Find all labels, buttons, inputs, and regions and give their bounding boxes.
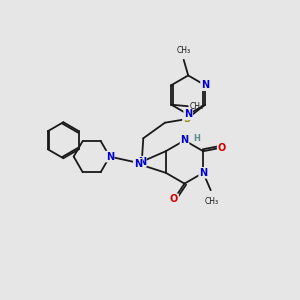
Text: CH₃: CH₃ [189,102,203,111]
Text: S: S [183,114,190,124]
Text: O: O [218,142,226,153]
Text: N: N [184,110,192,119]
Text: CH₃: CH₃ [177,46,191,55]
Text: N: N [138,157,146,167]
Text: N: N [106,152,114,162]
Text: N: N [201,80,209,90]
Text: N: N [180,135,189,146]
Text: N: N [199,168,207,178]
Text: O: O [170,194,178,204]
Text: H: H [193,134,200,143]
Text: CH₃: CH₃ [204,197,218,206]
Text: N: N [134,159,142,169]
